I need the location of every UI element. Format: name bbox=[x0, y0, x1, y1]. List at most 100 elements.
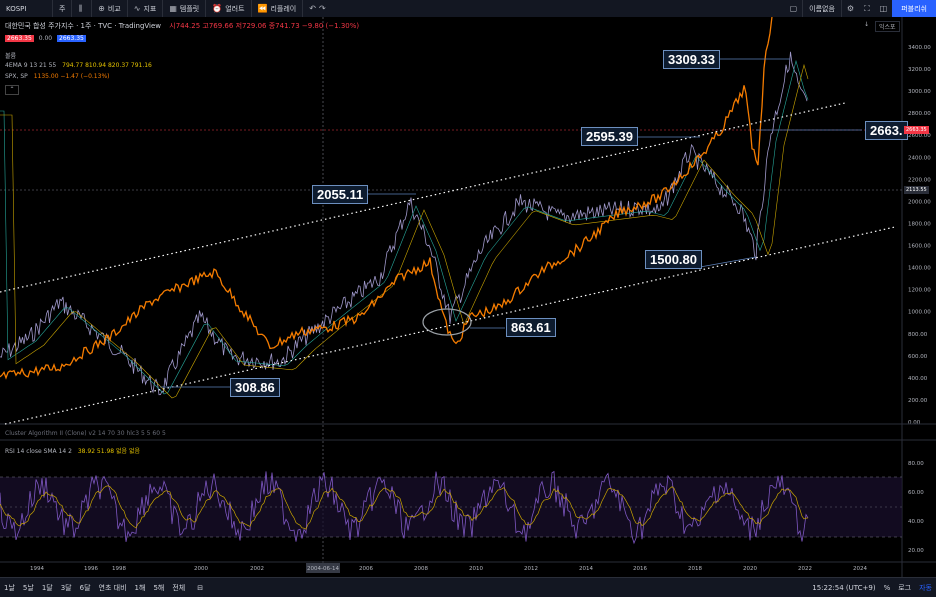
price-tick-label: 1400.00 bbox=[908, 266, 931, 272]
indicators-icon: ∿ bbox=[133, 4, 141, 13]
callout-2007-high: 2055.11 bbox=[312, 185, 369, 204]
spx-series bbox=[0, 16, 773, 380]
time-tick-label: 2022 bbox=[798, 566, 812, 572]
ema-series bbox=[0, 63, 809, 399]
chart-canvas[interactable]: 3400.00 3200.00 3000.00 2800.00 2600.00 2400.… bbox=[0, 16, 936, 577]
range-buttons: 1날 5날 1달 3달 6달 연초 대비 1해 5해 전체 bbox=[0, 583, 189, 593]
ohlc-values: 시744.25 고769.66 저729.06 종741.73 −9.80 (−… bbox=[169, 22, 360, 30]
interval-select[interactable]: 주 bbox=[53, 0, 73, 17]
price-tick-label: 2400.00 bbox=[908, 155, 931, 161]
time-tick-label: 2010 bbox=[469, 566, 483, 572]
top-toolbar: KOSPI 주 ⫼ ⊕ 비교 ∿ 지표 ▦ 템플릿 ⏰ 얼러트 ⏪ 리플레이 ↶ ↷ ▢ 이… bbox=[0, 0, 936, 18]
price-tick-label: 1600.00 bbox=[908, 244, 931, 250]
templates-button[interactable]: ▦ 템플릿 bbox=[163, 0, 207, 17]
camera-icon[interactable]: ◫ bbox=[879, 4, 888, 13]
range-button[interactable]: 5해 bbox=[153, 583, 165, 592]
range-button[interactable]: 5날 bbox=[22, 583, 34, 592]
collapse-legend-button[interactable]: ⌃ bbox=[5, 85, 19, 95]
alarm-icon: ⏰ bbox=[212, 4, 223, 13]
rsi-sma-series bbox=[0, 485, 809, 530]
candles-icon: ⫼ bbox=[78, 3, 83, 13]
scale-label[interactable]: 익스포 bbox=[875, 21, 900, 32]
publish-button[interactable]: 퍼블리쉬 bbox=[892, 0, 936, 17]
rsi-series bbox=[0, 470, 809, 545]
price-tick-label: 0.00 bbox=[908, 420, 921, 426]
time-tick-label: 1994 bbox=[30, 566, 44, 572]
bottom-toolbar: 1날 5날 1달 3달 6달 연초 대비 1해 5해 전체 ⊟ 15:22:54 (UTC+9)… bbox=[0, 577, 936, 597]
price-tick-label: 1200.00 bbox=[908, 288, 931, 294]
callout-2008-low: 863.61 bbox=[506, 318, 556, 337]
auto-toggle[interactable]: 자동 bbox=[919, 583, 932, 592]
price-tick-label: 3000.00 bbox=[908, 89, 931, 95]
callout-peak-2021: 3309.33 bbox=[663, 50, 720, 69]
callout-2020-low: 1500.80 bbox=[645, 250, 702, 269]
spx-legend: SPX, SP 1135.00 −1.47 (−0.13%) bbox=[5, 73, 110, 80]
log-toggle[interactable]: 로그 bbox=[898, 583, 912, 592]
price-tick-label: 2600.00 bbox=[908, 133, 931, 139]
replay-button[interactable]: ⏪ 리플레이 bbox=[252, 0, 304, 17]
rsi-tick-label: 20.00 bbox=[908, 548, 924, 554]
rewind-icon: ⏪ bbox=[257, 4, 268, 13]
range-button[interactable]: 연초 대비 bbox=[98, 583, 127, 592]
undo-button[interactable]: ↶ ↷ bbox=[303, 0, 334, 17]
range-button[interactable]: 1날 bbox=[4, 583, 15, 592]
indicators-button[interactable]: ∿ 지표 bbox=[128, 0, 164, 17]
time-tick-label: 2002 bbox=[250, 566, 264, 572]
chevron-up-icon: ⌃ bbox=[9, 86, 15, 93]
range-button[interactable]: 1해 bbox=[134, 583, 146, 592]
callout-1998-low: 308.86 bbox=[230, 378, 280, 397]
grid-icon: ▦ bbox=[169, 4, 177, 13]
last-price-badge: 2663.35 bbox=[904, 126, 929, 134]
layout-name-button[interactable]: 이름없음 bbox=[802, 0, 842, 17]
date-range-icon[interactable]: ⊟ bbox=[197, 583, 204, 592]
price-tick-label: 400.00 bbox=[908, 376, 928, 382]
crosshair-price-badge: 2113.55 bbox=[904, 186, 929, 194]
time-tick-label: 2014 bbox=[579, 566, 593, 572]
time-tick-label: 1996 bbox=[84, 566, 98, 572]
time-tick-label: 2006 bbox=[359, 566, 373, 572]
rsi-tick-label: 80.00 bbox=[908, 461, 924, 467]
price-tick-label: 3400.00 bbox=[908, 45, 931, 51]
alert-button[interactable]: ⏰ 얼러트 bbox=[206, 0, 252, 17]
price-tick-label: 2200.00 bbox=[908, 177, 931, 183]
bid-price[interactable]: 2663.35 bbox=[5, 35, 34, 42]
upper-channel-line[interactable] bbox=[0, 102, 846, 293]
symbol-search[interactable]: KOSPI bbox=[0, 0, 53, 17]
spread-value: 0.00 bbox=[38, 35, 53, 42]
compare-button[interactable]: ⊕ 비교 bbox=[92, 0, 128, 17]
range-button[interactable]: 전체 bbox=[172, 583, 186, 592]
range-button[interactable]: 6달 bbox=[79, 583, 91, 592]
lower-channel-line[interactable] bbox=[4, 226, 896, 425]
ask-price[interactable]: 2663.35 bbox=[57, 35, 86, 42]
chart-type-button[interactable]: ⫼ bbox=[72, 0, 93, 17]
rsi-tick-label: 60.00 bbox=[908, 490, 924, 496]
highlight-ellipse[interactable] bbox=[422, 308, 472, 336]
callout-connector bbox=[699, 256, 757, 268]
time-tick-label: 2016 bbox=[633, 566, 647, 572]
price-tick-label: 2000.00 bbox=[908, 199, 931, 205]
main-legend-title: 대한민국 합성 주가지수 · 1주 · TVC · TradingView 시7… bbox=[5, 22, 360, 30]
time-tick-label: 2024 bbox=[853, 566, 867, 572]
range-button[interactable]: 1달 bbox=[41, 583, 53, 592]
scroll-down-icon[interactable]: ↓ bbox=[864, 21, 870, 28]
chart-area[interactable]: 3400.00 3200.00 3000.00 2800.00 2600.00 2400.… bbox=[0, 16, 936, 577]
percent-toggle[interactable]: % bbox=[883, 583, 891, 592]
rsi-legend: RSI 14 close SMA 14 2 38.92 51.98 없음 없음 bbox=[5, 448, 140, 455]
callout-2018-high: 2595.39 bbox=[581, 127, 638, 146]
price-tick-label: 200.00 bbox=[908, 398, 928, 404]
price-tick-label: 1000.00 bbox=[908, 310, 931, 316]
layout-icon[interactable]: ▢ bbox=[789, 4, 798, 13]
kospi-price-series bbox=[0, 51, 808, 396]
plus-circle-icon: ⊕ bbox=[98, 4, 105, 13]
price-tick-label: 1800.00 bbox=[908, 221, 931, 227]
fullscreen-icon[interactable]: ⛶ bbox=[864, 3, 870, 13]
time-tick-label: 2008 bbox=[414, 566, 428, 572]
gear-icon[interactable]: ⚙ bbox=[846, 4, 855, 13]
price-tick-label: 800.00 bbox=[908, 332, 928, 338]
clock: 15:22:54 (UTC+9) bbox=[812, 583, 876, 592]
rsi-tick-label: 40.00 bbox=[908, 519, 924, 525]
volume-legend: 볼륨 bbox=[5, 53, 17, 60]
time-tick-label: 2012 bbox=[524, 566, 538, 572]
range-button[interactable]: 3달 bbox=[60, 583, 72, 592]
time-tick-label: 2000 bbox=[194, 566, 208, 572]
